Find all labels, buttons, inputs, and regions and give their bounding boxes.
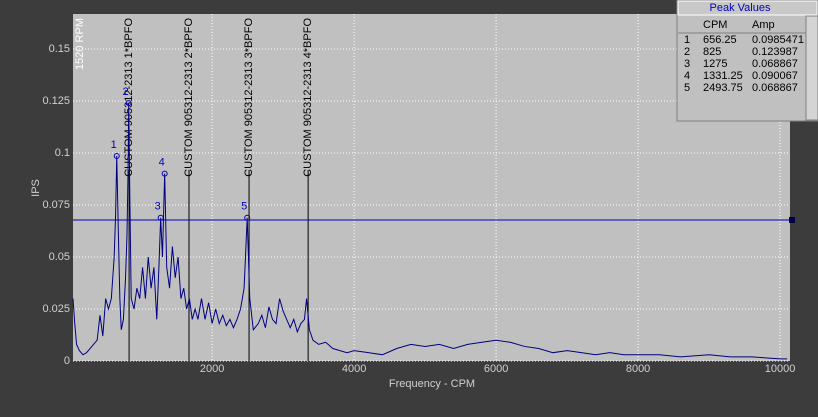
y-tick-label: 0.05	[49, 251, 70, 263]
plot-area	[73, 14, 790, 361]
table-cell: 1331.25	[703, 70, 743, 82]
y-tick-label: 0.1	[55, 147, 70, 159]
annotation-label: CUSTOM 905312-2313 2*BPFO	[183, 18, 195, 177]
peak-table: Peak Values CPM Amp 1 656.25 0.0985471 2 825…	[676, 0, 818, 122]
table-cell: 3	[684, 58, 690, 70]
table-cell: 2	[684, 46, 690, 58]
x-tick-label: 2000	[200, 363, 224, 375]
x-tick-label: 10000	[765, 363, 796, 375]
y-tick-label: 0.15	[49, 43, 70, 55]
table-cell: 5	[684, 82, 690, 94]
table-cell: 2493.75	[703, 82, 743, 94]
peak-marker	[161, 170, 168, 177]
x-axis-label: Frequency - CPM	[389, 378, 475, 390]
plot: 1520 RPM CUSTOM 905312-2313 1*BPFO CUSTOM …	[72, 18, 795, 361]
table-cell: 1	[684, 34, 690, 46]
annotation-label: CUSTOM 905312-2313 3*BPFO	[243, 18, 255, 177]
peak-marker	[113, 152, 120, 159]
peak-marker	[157, 214, 164, 221]
annotation-label: CUSTOM 905312-2313 1*BPFO	[123, 18, 135, 177]
y-tick-label: 0.125	[42, 95, 70, 107]
peak-number: 5	[241, 201, 247, 213]
rpm-label: 1520 RPM	[74, 18, 86, 70]
table-panel	[676, 0, 818, 122]
peak-marker	[125, 100, 132, 107]
table-cell: 0.090067	[752, 70, 798, 82]
table-title: Peak Values	[710, 2, 771, 14]
spectrum-line	[72, 103, 788, 360]
column-header: CPM	[703, 19, 727, 31]
table-cell: 825	[703, 46, 721, 58]
table-cell: 0.0985471	[752, 34, 804, 46]
table-cell: 0.123987	[752, 46, 798, 58]
y-tick-label: 0	[64, 355, 70, 367]
peak-marker	[244, 214, 251, 221]
y-tick-label: 0.025	[42, 303, 70, 315]
x-tick-label: 4000	[342, 363, 366, 375]
peak-number: 3	[155, 201, 161, 213]
annotation-label: CUSTOM 905312-2313 4*BPFO	[302, 18, 314, 177]
y-axis-label: IPS	[30, 179, 42, 197]
x-tick-label: 8000	[626, 363, 650, 375]
y-tick-label: 0.075	[42, 199, 70, 211]
table-title-bar	[677, 0, 818, 16]
column-header: Amp	[752, 19, 775, 31]
peak-number: 1	[111, 139, 117, 151]
table-cell: 656.25	[703, 34, 737, 46]
table-cell: 4	[684, 70, 690, 82]
peak-number: 2	[123, 86, 129, 98]
table-cell: 1275	[703, 58, 727, 70]
table-cell: 0.068867	[752, 82, 798, 94]
alarm-handle	[789, 216, 795, 223]
peak-number: 4	[159, 157, 165, 169]
table-cell: 0.068867	[752, 58, 798, 70]
scrollbar[interactable]	[805, 15, 818, 121]
x-tick-label: 6000	[484, 363, 508, 375]
